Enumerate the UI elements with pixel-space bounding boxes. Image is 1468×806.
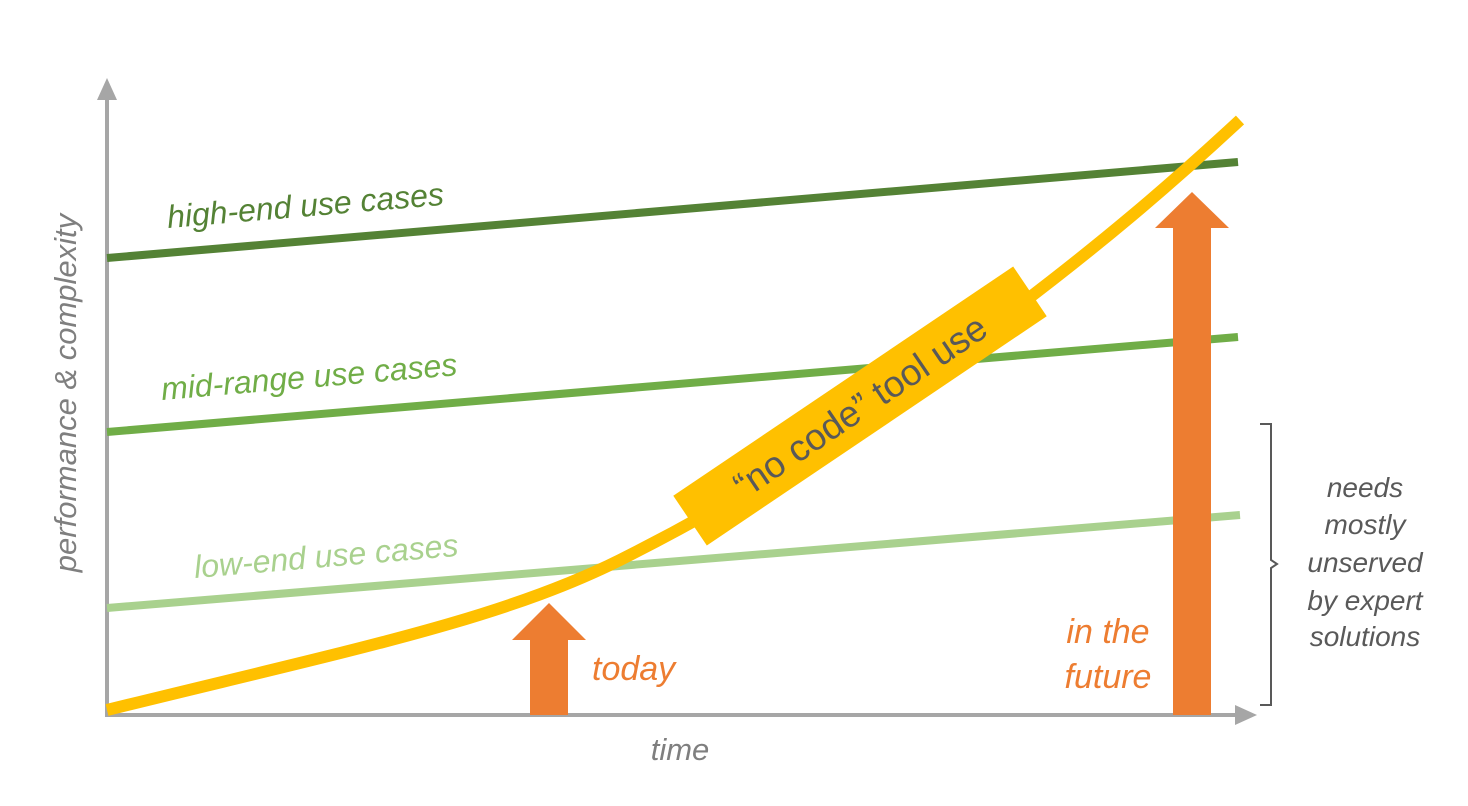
low-end-line [106,511,1241,612]
mid-range-line [106,333,1239,436]
today-arrow [512,603,586,715]
mid-range-label: mid-range use cases [160,346,459,407]
x-axis-arrow-icon [1235,705,1257,725]
y-axis-arrow-icon [97,78,117,100]
low-end-label: low-end use cases [193,527,460,585]
high-end-line [106,158,1239,262]
note-line: mostly [1325,509,1408,540]
no-code-label-box: “no code” tool use [673,266,1047,546]
no-code-label: “no code” tool use [726,307,994,507]
y-axis-label: performance & complexity [48,211,83,573]
future-arrow [1155,192,1229,715]
bracket [1260,423,1279,706]
x-axis-label: time [651,732,710,767]
today-label: today [592,650,677,688]
future-label-line2: future [1065,658,1152,696]
note-line: by expert [1307,585,1423,616]
note-line: needs [1327,472,1403,503]
note-line: unserved [1307,547,1424,578]
bracket-note: needs mostly unserved by expert solution… [1307,472,1424,652]
note-line: solutions [1310,621,1421,652]
future-label-line1: in the [1066,613,1149,651]
high-end-label: high-end use cases [166,176,446,235]
